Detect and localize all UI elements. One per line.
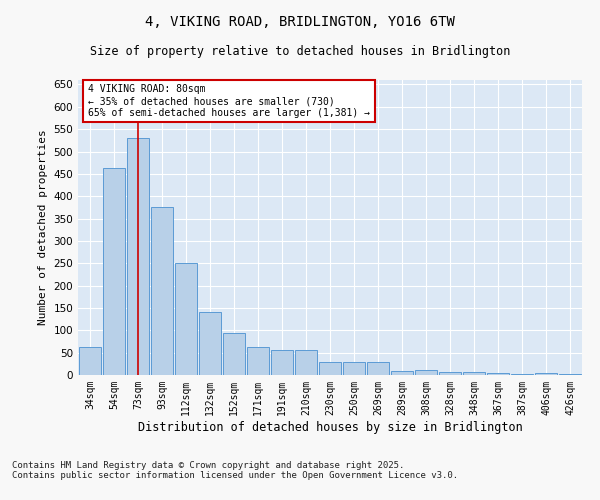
Bar — [127, 138, 149, 375]
Bar — [463, 372, 485, 375]
Bar — [439, 372, 461, 375]
Bar — [391, 370, 413, 375]
Bar — [367, 362, 389, 375]
Text: Size of property relative to detached houses in Bridlington: Size of property relative to detached ho… — [90, 45, 510, 58]
Bar — [79, 348, 101, 375]
Bar — [343, 362, 365, 375]
Text: 4 VIKING ROAD: 80sqm
← 35% of detached houses are smaller (730)
65% of semi-deta: 4 VIKING ROAD: 80sqm ← 35% of detached h… — [88, 84, 370, 117]
Bar — [271, 350, 293, 375]
Bar — [223, 332, 245, 375]
Bar — [559, 374, 581, 375]
X-axis label: Distribution of detached houses by size in Bridlington: Distribution of detached houses by size … — [137, 420, 523, 434]
Text: 4, VIKING ROAD, BRIDLINGTON, YO16 6TW: 4, VIKING ROAD, BRIDLINGTON, YO16 6TW — [145, 15, 455, 29]
Bar — [535, 373, 557, 375]
Bar — [199, 312, 221, 375]
Bar — [295, 350, 317, 375]
Bar — [103, 168, 125, 375]
Bar — [415, 370, 437, 375]
Bar — [151, 208, 173, 375]
Bar — [175, 264, 197, 375]
Bar — [247, 348, 269, 375]
Text: Contains HM Land Registry data © Crown copyright and database right 2025.
Contai: Contains HM Land Registry data © Crown c… — [12, 460, 458, 480]
Bar — [319, 362, 341, 375]
Bar — [511, 374, 533, 375]
Y-axis label: Number of detached properties: Number of detached properties — [38, 130, 48, 326]
Bar — [487, 373, 509, 375]
